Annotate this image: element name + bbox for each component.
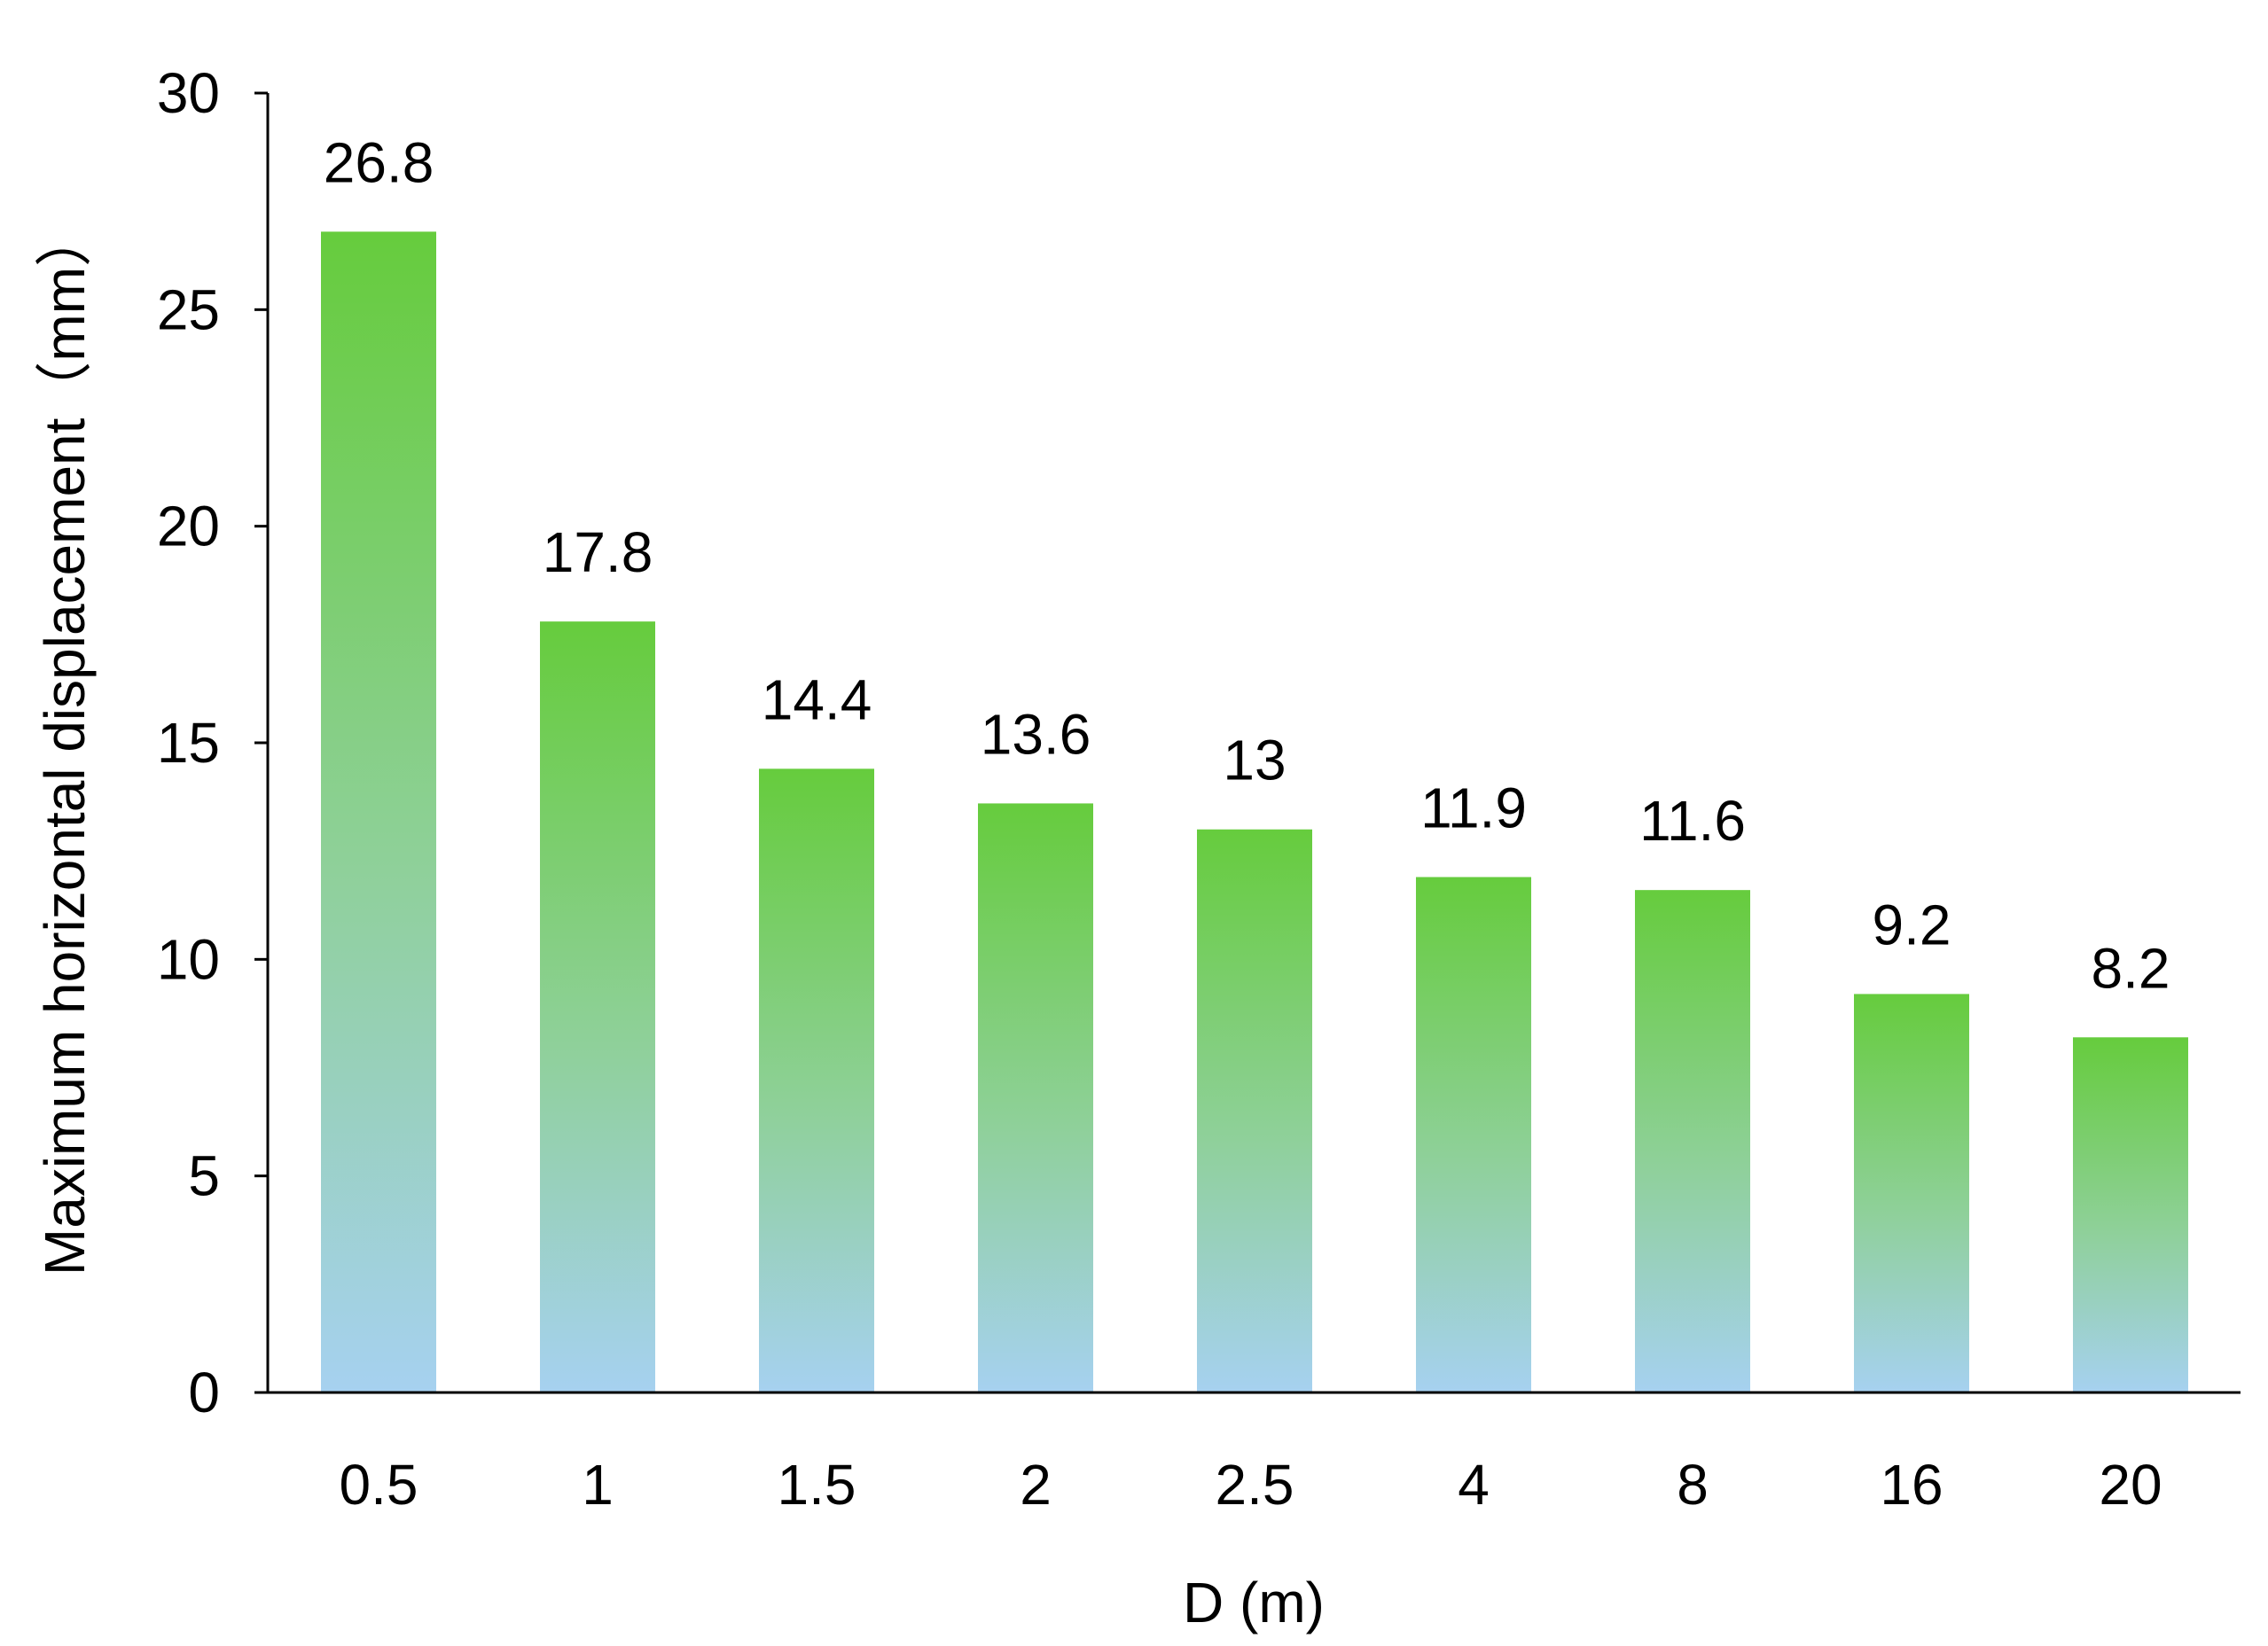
y-tick-label-30: 30 [157, 61, 220, 125]
bar-1.5 [759, 768, 874, 1392]
x-ticks: 0.5 1 1.5 2 2.5 4 8 16 20 [340, 1453, 2162, 1517]
bar-16 [1854, 994, 1969, 1392]
x-tick-label-1: 1 [582, 1453, 614, 1517]
bar-4 [1416, 877, 1531, 1392]
bar-2 [978, 803, 1093, 1392]
data-labels: 26.8 17.8 14.4 13.6 13 11.9 11.6 9.2 8.2 [324, 130, 2170, 1000]
x-axis-title: D (m) [1183, 1571, 1325, 1634]
y-tick-label-25: 25 [157, 277, 220, 341]
y-axis-title: Maximum horizontal displacement（mm） [33, 210, 97, 1275]
y-tick-label-0: 0 [188, 1361, 220, 1424]
data-label-4: 11.9 [1420, 776, 1527, 839]
x-tick-label-2.5: 2.5 [1216, 1453, 1294, 1517]
y-tick-label-15: 15 [157, 711, 220, 775]
bar-0.5 [321, 231, 436, 1393]
bars [321, 231, 2188, 1393]
data-label-2.5: 13 [1223, 729, 1286, 792]
y-tick-label-20: 20 [157, 495, 220, 558]
bar-1 [540, 621, 655, 1392]
y-tick-label-5: 5 [188, 1144, 220, 1208]
data-label-0.5: 26.8 [324, 130, 434, 194]
x-tick-label-20: 20 [2099, 1453, 2162, 1517]
bar-2.5 [1197, 829, 1312, 1392]
x-tick-label-2: 2 [1020, 1453, 1052, 1517]
y-tick-label-10: 10 [157, 927, 220, 991]
x-tick-label-0.5: 0.5 [340, 1453, 418, 1517]
x-tick-label-4: 4 [1458, 1453, 1490, 1517]
data-label-2: 13.6 [981, 702, 1091, 766]
x-tick-label-1.5: 1.5 [778, 1453, 856, 1517]
bar-20 [2073, 1037, 2188, 1392]
data-label-16: 9.2 [1873, 893, 1951, 956]
data-label-1.5: 14.4 [762, 667, 872, 731]
x-tick-label-8: 8 [1677, 1453, 1709, 1517]
data-label-20: 8.2 [2092, 936, 2170, 1000]
bar-8 [1635, 890, 1750, 1392]
y-ticks: 0 5 10 15 20 25 30 [157, 61, 268, 1424]
data-label-1: 17.8 [543, 520, 653, 584]
x-tick-label-16: 16 [1880, 1453, 1943, 1517]
data-label-8: 11.6 [1639, 789, 1746, 853]
